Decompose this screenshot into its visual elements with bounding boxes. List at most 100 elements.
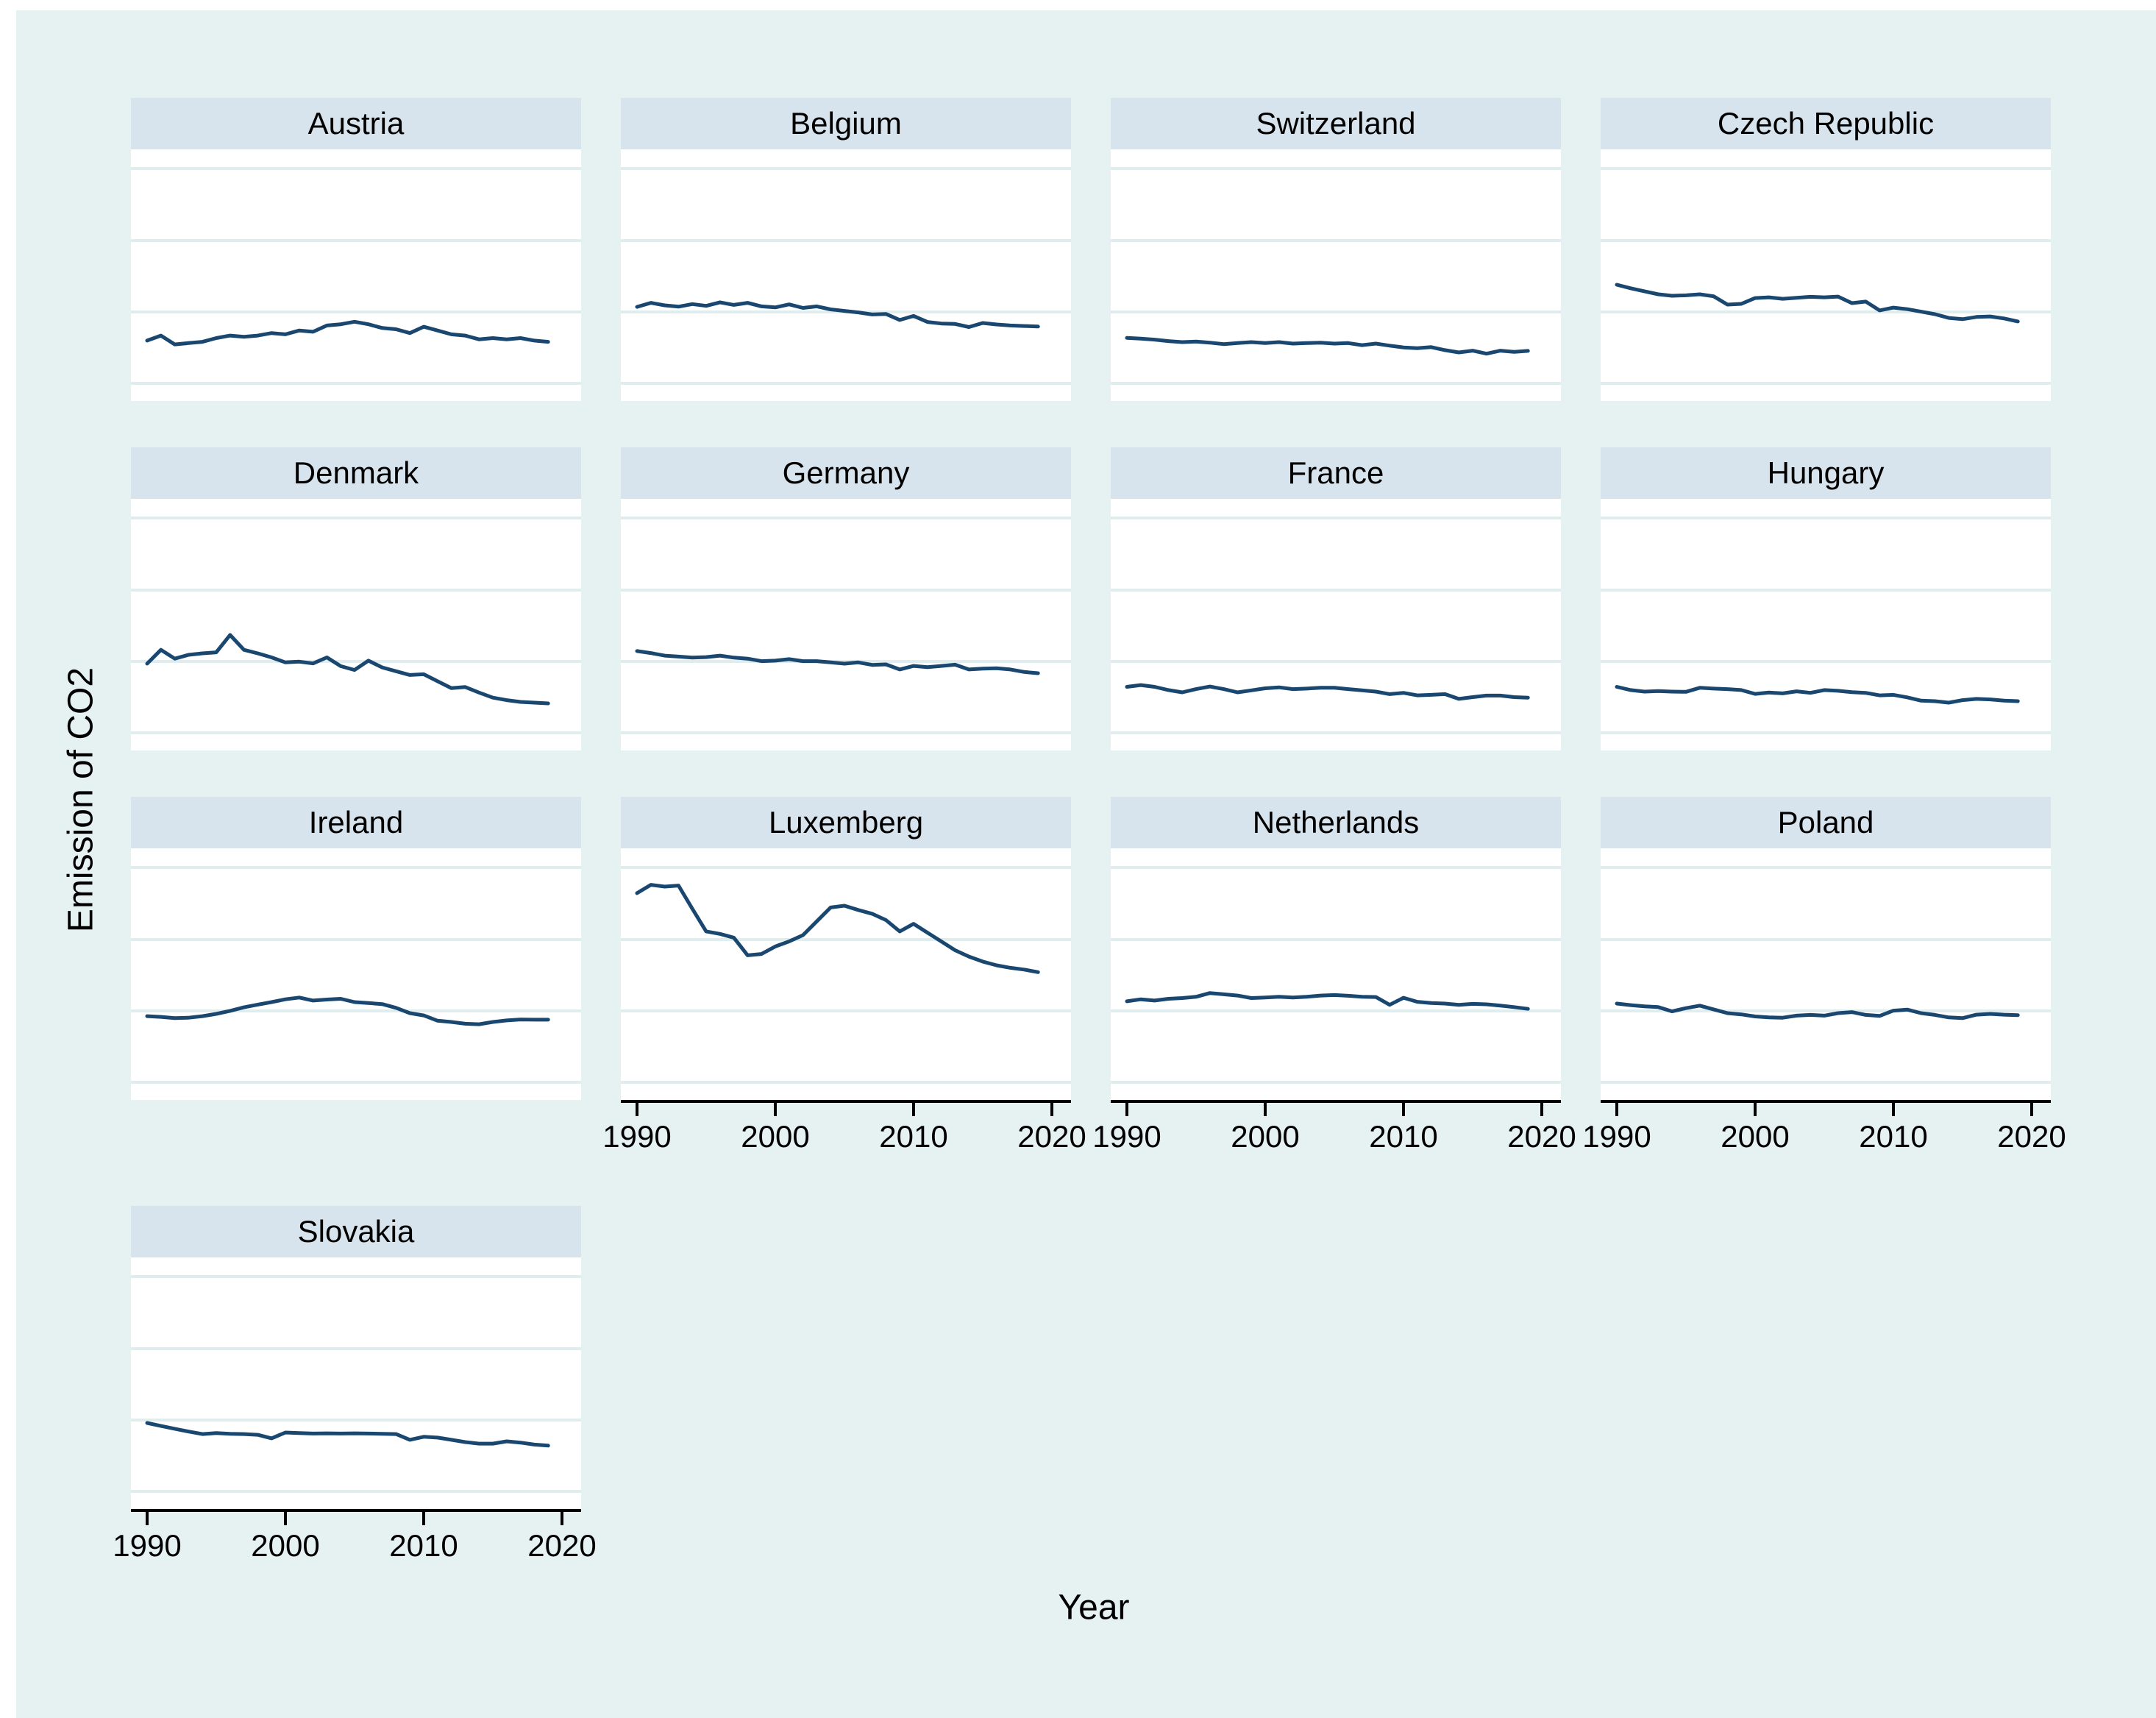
plot-area [131,848,581,1100]
y-gridline [1601,938,2051,941]
x-tick-label: 2000 [741,1119,810,1154]
panel-title: Belgium [621,98,1071,149]
y-gridline [621,731,1071,734]
x-axis: 1990 2000 2010 2020 [1092,1100,1576,1188]
y-gridline [621,660,1071,663]
plot-area [1601,149,2051,401]
panel-title: Austria [131,98,581,149]
panel-title: Luxemberg [621,797,1071,848]
x-tick [1050,1103,1053,1116]
y-gridline [131,589,581,592]
y-gridline [131,1490,581,1493]
x-axis: 1990 2000 2010 2020 [1582,1100,2066,1188]
series-line-belgium [635,300,1040,329]
x-tick-label: 2020 [1997,1119,2066,1154]
x-axis: 1990 2000 2010 2020 [602,1100,1086,1188]
y-axis-title: Emission of CO2 [61,667,101,933]
y-gridline [131,660,581,663]
series-line-luxemberg [635,883,1040,974]
y-gridline [131,239,581,242]
x-axis-line [131,1509,581,1512]
y-gridline [1111,731,1561,734]
x-tick [1264,1103,1267,1116]
x-tick-label: 2020 [1017,1119,1086,1154]
y-gridline [1111,1081,1561,1084]
plot-area [621,149,1071,401]
y-gridline [1601,731,2051,734]
x-tick [422,1512,425,1525]
panel-title: Switzerland [1111,98,1561,149]
plot-area [1111,499,1561,750]
panel-title: Hungary [1601,447,2051,499]
x-tick-label: 2010 [879,1119,948,1154]
y-gridline [621,382,1071,385]
plot-area [1601,848,2051,1100]
y-gridline [1111,239,1561,242]
x-tick [1615,1103,1618,1116]
panel-title: Czech Republic [1601,98,2051,149]
x-tick [1125,1103,1128,1116]
x-tick [912,1103,915,1116]
y-gridline [621,239,1071,242]
x-tick-label: 1990 [113,1528,182,1563]
series-line-hungary [1615,685,2020,705]
y-gridline [131,1419,581,1421]
y-gridline [1111,938,1561,941]
y-gridline [621,167,1071,170]
y-gridline [1601,1009,2051,1012]
x-tick [284,1512,287,1525]
y-gridline [621,1009,1071,1012]
y-gridline [1111,589,1561,592]
y-gridline [1601,382,2051,385]
y-gridline [1111,660,1561,663]
y-gridline [131,866,581,869]
x-tick-label: 1990 [1582,1119,1651,1154]
x-tick [146,1512,149,1525]
plot-area [621,848,1071,1100]
series-line-ireland [145,995,550,1026]
y-gridline [131,310,581,313]
plot-area [1111,149,1561,401]
y-gridline [1601,866,2051,869]
panel-title: Denmark [131,447,581,499]
y-gridline [1601,1081,2051,1084]
y-gridline [131,167,581,170]
series-line-austria [145,319,550,347]
series-line-switzerland [1125,336,1530,356]
x-tick [1892,1103,1895,1116]
x-axis-line [1601,1100,2051,1103]
x-tick [2030,1103,2033,1116]
plot-area [131,1257,581,1509]
y-gridline [1111,382,1561,385]
y-gridline [1601,167,2051,170]
x-tick [1402,1103,1405,1116]
x-tick-label: 2000 [1721,1119,1790,1154]
y-gridline [131,938,581,941]
panel-title: Slovakia [131,1206,581,1257]
x-tick-label: 2010 [1859,1119,1928,1154]
y-gridline [1111,310,1561,313]
x-tick-label: 2020 [527,1528,597,1563]
series-line-france [1125,683,1530,701]
x-tick-label: 2000 [251,1528,320,1563]
x-tick-label: 1990 [602,1119,672,1154]
x-axis: 1990 2000 2010 2020 [113,1509,597,1597]
x-tick-label: 2010 [389,1528,458,1563]
x-tick-label: 1990 [1092,1119,1161,1154]
x-tick [1540,1103,1543,1116]
y-gridline [1111,866,1561,869]
y-gridline [1601,310,2051,313]
series-line-slovakia [145,1421,550,1448]
x-tick [774,1103,777,1116]
plot-area [131,149,581,401]
series-line-denmark [145,633,550,706]
y-gridline [131,1081,581,1084]
plot-area [1601,499,2051,750]
series-line-poland [1615,1001,2020,1020]
plot-area [1111,848,1561,1100]
y-gridline [1601,239,2051,242]
x-tick [636,1103,638,1116]
y-gridline [1111,167,1561,170]
panel-title: Germany [621,447,1071,499]
